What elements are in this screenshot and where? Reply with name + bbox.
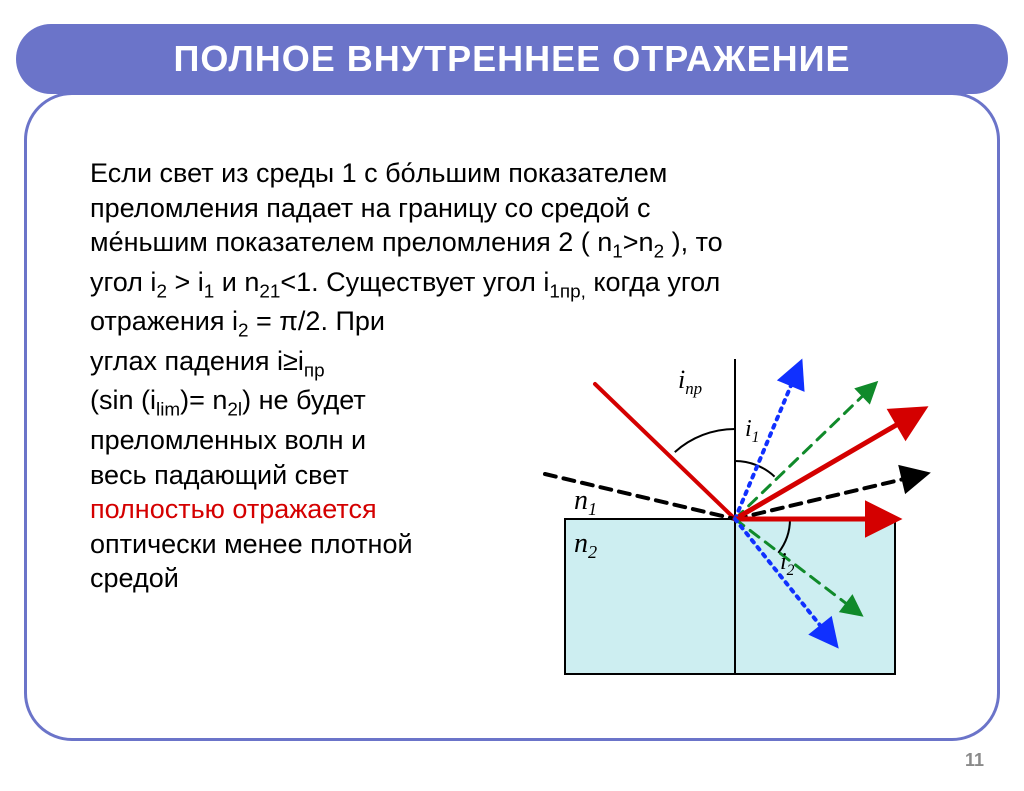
page-title: ПОЛНОЕ ВНУТРЕННЕЕ ОТРАЖЕНИЕ: [174, 38, 851, 79]
reflected-total-red: [735, 410, 922, 519]
l3c: ), то: [664, 227, 723, 257]
l3a: ме́ньшим показателем преломления 2 ( n: [90, 227, 612, 257]
l11: оптически менее плотной: [90, 529, 413, 559]
l10: полностью отражается: [90, 494, 377, 524]
l9: весь падающий свет: [90, 460, 349, 490]
l12: средой: [90, 563, 179, 593]
reflected-critical: [735, 474, 925, 519]
refraction-diagram: iпрi1i2n1n2: [480, 324, 960, 684]
svg-text:i1: i1: [745, 416, 759, 446]
l4a: угол i: [90, 267, 156, 297]
l1: Если свет из среды 1 с бо́льшим показате…: [90, 158, 667, 188]
title-bar: ПОЛНОЕ ВНУТРЕННЕЕ ОТРАЖЕНИЕ: [16, 24, 1008, 94]
svg-text:n1: n1: [574, 485, 597, 519]
l2: преломления падает на границу со средой …: [90, 193, 651, 223]
incident-sub-critical: [595, 384, 735, 519]
svg-text:iпр: iпр: [678, 365, 702, 398]
l3b: >n: [623, 227, 654, 257]
l6a: углах падения i≥i: [90, 346, 304, 376]
l7a: (sin (i: [90, 385, 156, 415]
l5a: отражения i: [90, 306, 238, 336]
l8: преломленных волн и: [90, 425, 366, 455]
page-number: 11: [965, 750, 984, 771]
l3s2: 2: [654, 241, 665, 262]
l3s1: 1: [612, 241, 623, 262]
